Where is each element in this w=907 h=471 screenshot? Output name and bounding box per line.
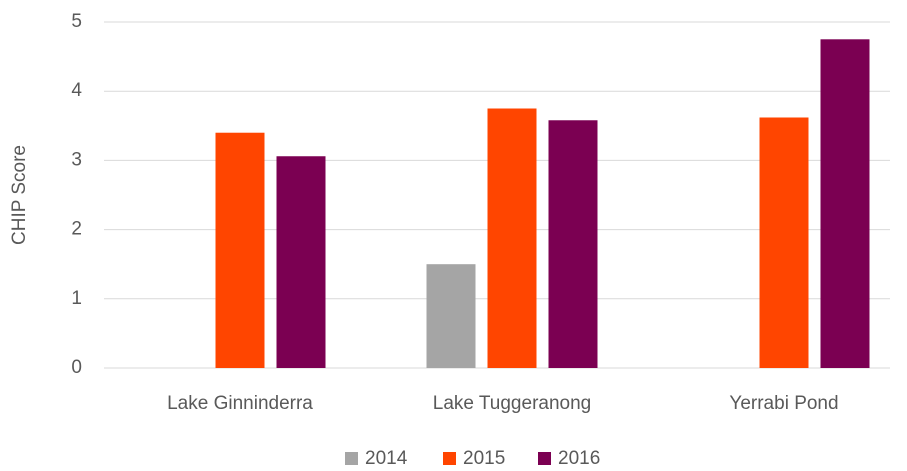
y-tick-label: 5	[71, 11, 82, 32]
bar	[276, 156, 326, 368]
bar	[820, 39, 870, 369]
y-tick-label: 2	[71, 219, 82, 240]
y-tick-label: 3	[71, 149, 82, 170]
y-axis-label: CHIP Score	[9, 145, 30, 245]
bar	[426, 264, 476, 368]
x-tick-label: Yerrabi Pond	[729, 393, 838, 414]
legend-label: 2014	[365, 448, 408, 469]
legend-swatch	[443, 452, 456, 465]
bar	[487, 108, 537, 368]
bar	[215, 132, 265, 368]
y-tick-label: 1	[71, 288, 82, 309]
legend-swatch	[345, 452, 358, 465]
legend-label: 2015	[463, 448, 505, 469]
legend-swatch	[538, 452, 551, 465]
bar	[759, 117, 809, 368]
x-tick-label: Lake Tuggeranong	[433, 393, 591, 414]
legend-label: 2016	[558, 448, 600, 469]
y-tick-label: 4	[71, 80, 82, 101]
bar	[548, 120, 598, 368]
y-tick-label: 0	[71, 357, 82, 378]
x-tick-label: Lake Ginninderra	[167, 393, 313, 414]
